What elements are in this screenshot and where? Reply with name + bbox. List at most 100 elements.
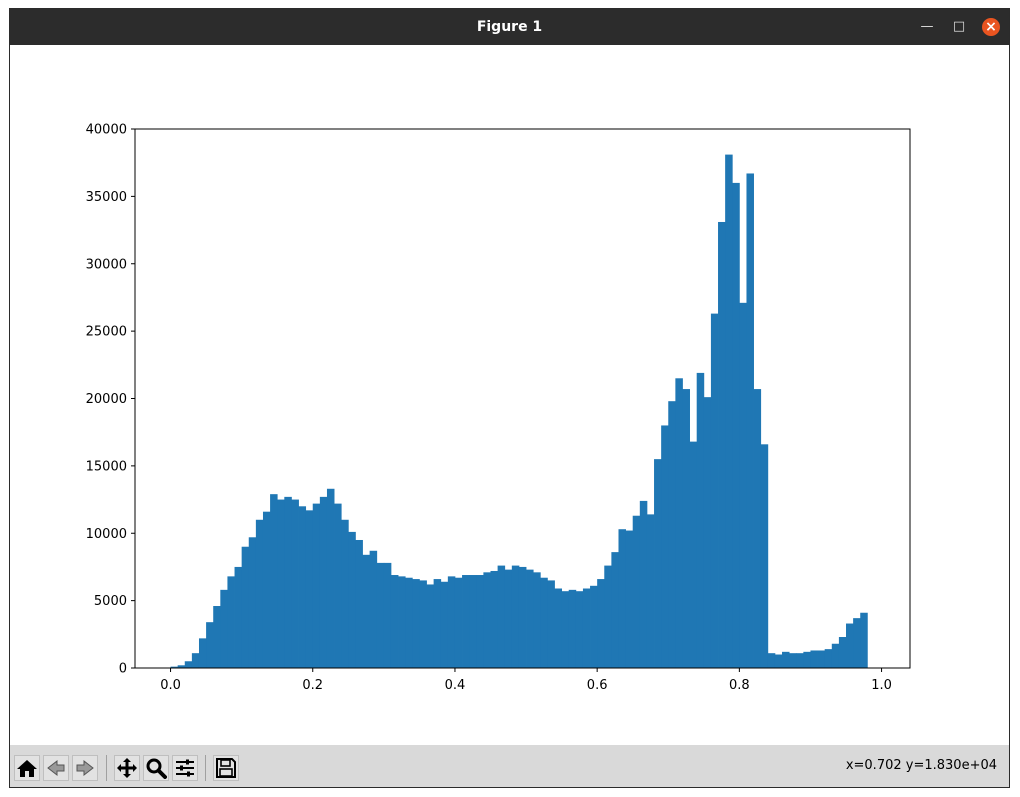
axes-frame	[134, 128, 911, 669]
histogram-bar	[234, 566, 243, 668]
y-tick-label: 10000	[86, 527, 127, 542]
close-button[interactable]: ×	[982, 18, 1000, 36]
histogram-bar	[518, 566, 527, 668]
window-title: Figure 1	[476, 19, 543, 35]
maximize-button[interactable]: □	[952, 19, 966, 34]
histogram-bar	[270, 494, 278, 668]
histogram-bar	[526, 569, 534, 668]
save-button[interactable]	[213, 755, 239, 781]
histogram-bar	[625, 530, 634, 668]
histogram-bar	[597, 579, 605, 668]
histogram-bar	[390, 575, 399, 668]
histogram-bar	[803, 651, 811, 668]
histogram-bar	[227, 576, 235, 668]
histogram-bar	[682, 389, 690, 668]
y-tick-label: 25000	[86, 325, 127, 340]
histogram-bar	[661, 425, 669, 668]
navigation-toolbar: x=0.702 y=1.830e+04	[10, 745, 1009, 787]
histogram-bar	[696, 372, 705, 668]
histogram-bar	[262, 511, 271, 668]
histogram-bar	[561, 591, 570, 668]
histogram-bar	[746, 173, 754, 668]
histogram-bar	[284, 496, 292, 668]
histogram-bar	[853, 618, 861, 668]
histogram-bar	[369, 550, 378, 668]
histogram-bar	[248, 537, 257, 668]
histogram-chart[interactable]: 0 5000 10000 15000 20000 25000 30000 35000 40000…	[10, 45, 1009, 745]
y-tick-label: 30000	[86, 257, 127, 272]
figure-canvas[interactable]: 0 5000 10000 15000 20000 25000 30000 35000 40000…	[10, 45, 1009, 745]
histogram-bar	[767, 653, 776, 668]
zoom-icon	[146, 758, 167, 779]
histogram-bar	[732, 182, 740, 668]
histogram-bar	[846, 623, 854, 668]
configure-subplots-button[interactable]	[172, 755, 198, 781]
histogram-bar	[462, 575, 470, 668]
histogram-bar	[710, 313, 719, 668]
histogram-bar	[760, 444, 769, 668]
histogram-bar	[383, 562, 392, 668]
histogram-bar	[447, 576, 456, 668]
back-button[interactable]	[43, 755, 69, 781]
histogram-bar	[504, 569, 513, 668]
y-tick-label: 0	[119, 662, 127, 677]
histogram-bar	[469, 575, 477, 668]
histogram-bar	[554, 588, 563, 668]
histogram-bar	[611, 552, 619, 668]
y-axis-ticks: 0 5000 10000 15000 20000 25000 30000 35000 40000	[86, 123, 135, 677]
histogram-bar	[739, 302, 747, 668]
pan-button[interactable]	[114, 755, 140, 781]
y-tick-label: 20000	[86, 392, 127, 407]
histogram-bar	[326, 488, 335, 668]
histogram-bar	[405, 577, 413, 668]
forward-button[interactable]	[72, 755, 98, 781]
histogram-bar	[334, 503, 342, 668]
histogram-bar	[582, 588, 591, 668]
x-tick-label: 0.0	[160, 678, 181, 693]
x-tick-label: 1.0	[871, 678, 892, 693]
histogram-bar	[476, 575, 484, 668]
back-icon	[47, 759, 65, 777]
x-tick-label: 0.8	[729, 678, 750, 693]
cursor-coordinates: x=0.702 y=1.830e+04	[845, 758, 997, 773]
histogram-bar	[703, 397, 712, 668]
histogram-bar	[277, 499, 285, 668]
histogram-bar	[490, 570, 499, 668]
histogram-bar	[604, 565, 612, 668]
x-tick-label: 0.2	[302, 678, 323, 693]
forward-icon	[76, 759, 94, 777]
x-tick-label: 0.6	[587, 678, 608, 693]
y-tick-label: 5000	[94, 594, 127, 609]
histogram-bar	[312, 503, 321, 668]
histogram-bar	[184, 661, 193, 668]
histogram-bar	[298, 506, 307, 668]
histogram-bar	[198, 638, 207, 668]
histogram-bar	[412, 579, 420, 668]
histogram-bar	[618, 529, 626, 668]
histogram-bar	[341, 519, 349, 668]
histogram-bar	[782, 651, 790, 668]
histogram-bar	[590, 585, 598, 668]
histogram-bar	[718, 221, 726, 669]
histogram-bar	[170, 666, 179, 668]
save-icon	[216, 758, 236, 778]
minimize-button[interactable]: —	[920, 19, 934, 34]
histogram-bar	[668, 401, 676, 668]
histogram-bar	[305, 510, 314, 668]
x-tick-label: 0.4	[445, 678, 466, 693]
x-axis-ticks: 0.0 0.2 0.4 0.6 0.8 1.0	[160, 668, 892, 693]
histogram-bar	[725, 154, 733, 669]
histogram-bar	[355, 539, 363, 668]
histogram-bar	[860, 612, 868, 668]
histogram-bar	[547, 580, 555, 668]
titlebar[interactable]: Figure 1 — □ ×	[10, 9, 1009, 45]
home-button[interactable]	[14, 755, 40, 781]
zoom-button[interactable]	[143, 755, 169, 781]
histogram-bar	[646, 514, 655, 668]
bars-group	[170, 154, 868, 669]
histogram-bar	[497, 565, 506, 668]
histogram-bar	[191, 653, 200, 668]
histogram-bar	[796, 653, 804, 668]
configure-subplots-icon	[176, 759, 194, 777]
histogram-bar	[838, 637, 847, 668]
